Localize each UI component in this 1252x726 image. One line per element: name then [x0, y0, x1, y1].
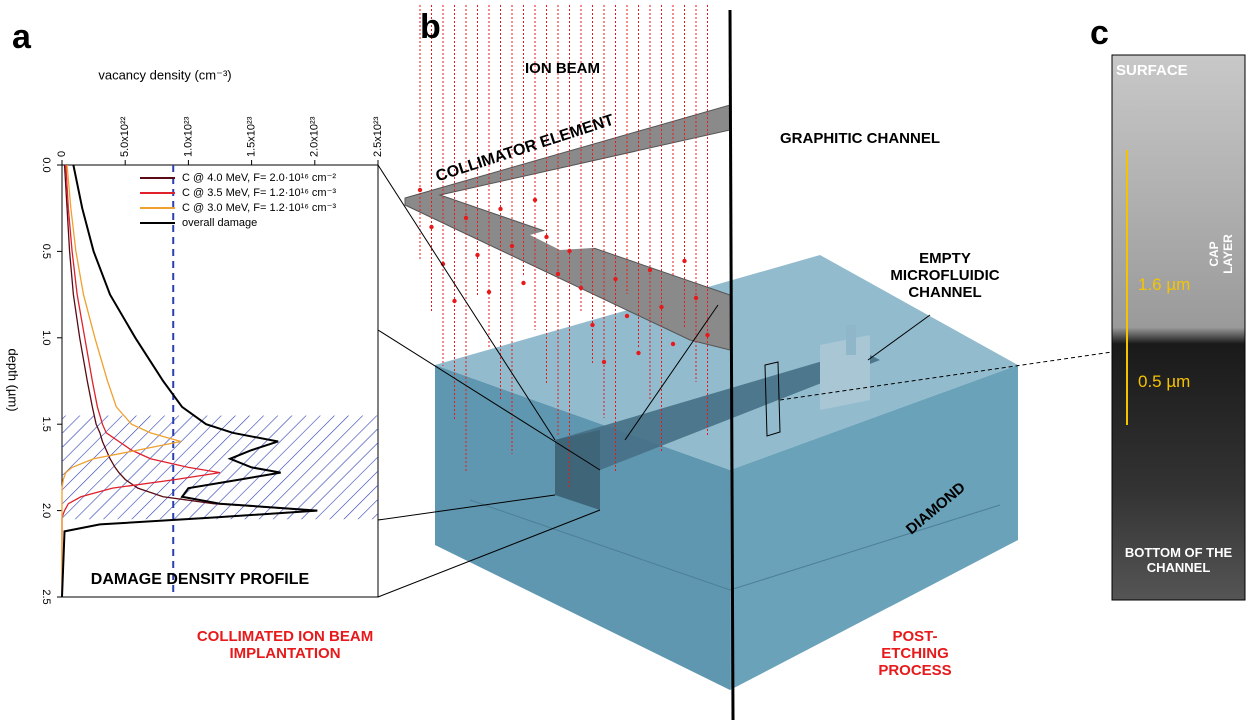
sem-image: [1112, 55, 1245, 600]
y-tick-label: 1.0: [40, 330, 52, 345]
beam-dot: [464, 216, 468, 220]
label: EMPTY MICROFLUIDIC CHANNEL: [865, 250, 1025, 301]
label: COLLIMATED ION BEAM IMPLANTATION: [190, 628, 380, 662]
x-tick-label: 5.0x10²²: [119, 116, 131, 157]
x-tick-label: 1.5x10²³: [246, 116, 258, 157]
beam-dot: [648, 268, 652, 272]
plot-area: [62, 165, 378, 597]
label: GRAPHITIC CHANNEL: [780, 130, 940, 147]
beam-dot: [533, 198, 537, 202]
label: 1.6 µm: [1138, 275, 1190, 295]
legend-label: overall damage: [182, 217, 257, 229]
beam-dot: [613, 277, 617, 281]
y-tick-label: 0.5: [40, 244, 52, 259]
x-tick-label: 1.0x10²³: [182, 116, 194, 157]
beam-dot: [671, 342, 675, 346]
beam-dot: [452, 299, 456, 303]
beam-dot: [556, 272, 560, 276]
beam-dot: [659, 305, 663, 309]
beam-dot: [498, 207, 502, 211]
y-title: depth (µm): [6, 348, 21, 411]
beam-dot: [590, 323, 594, 327]
legend-label: C @ 3.0 MeV, F= 1.2·10¹⁶ cm⁻³: [182, 202, 336, 214]
beam-dot: [429, 225, 433, 229]
x-title: vacancy density (cm⁻³): [98, 67, 231, 82]
figure: 0 5.0x10²² 1.0x10²³ 1.5x10²³ 2.0x10²³ 2.5x10²…: [0, 0, 1252, 726]
beam-dot: [602, 360, 606, 364]
y-tick-label: 2.0: [40, 503, 52, 518]
label: BOTTOM OF THE CHANNEL: [1112, 545, 1245, 575]
y-tick-label: 0.0: [40, 157, 52, 172]
beam-dot: [544, 235, 548, 239]
annotation: DAMAGE DENSITY PROFILE: [91, 571, 310, 588]
label: POST-ETCHING PROCESS: [860, 628, 970, 679]
beam-dot: [510, 244, 514, 248]
beam-dot: [487, 290, 491, 294]
panel-letter: b: [420, 8, 441, 47]
y-tick-label: 1.5: [40, 417, 52, 432]
beam-dot: [705, 333, 709, 337]
beam-dot: [636, 351, 640, 355]
beam-dot: [694, 296, 698, 300]
beam-dot: [579, 286, 583, 290]
beam-dot: [567, 249, 571, 253]
beam-dot: [521, 281, 525, 285]
panel-letter: a: [12, 18, 31, 57]
label: 0.5 µm: [1138, 372, 1190, 392]
label: SURFACE: [1116, 62, 1188, 79]
page: 0 5.0x10²² 1.0x10²³ 1.5x10²³ 2.0x10²³ 2.5x10²…: [0, 0, 1252, 726]
x-tick-label: 2.0x10²³: [309, 116, 321, 157]
y-tick-label: 2.5: [40, 589, 52, 604]
channel-well: [820, 335, 870, 410]
beam-dot: [625, 314, 629, 318]
legend-label: C @ 3.5 MeV, F= 1.2·10¹⁶ cm⁻³: [182, 187, 336, 199]
x-tick-label: 0: [56, 151, 68, 157]
label: ION BEAM: [525, 60, 600, 77]
beam-dot: [475, 253, 479, 257]
inlet: [846, 325, 856, 355]
x-tick-label: 2.5x10²³: [372, 116, 384, 157]
label: CAP LAYER: [1207, 223, 1235, 285]
beam-dot: [682, 259, 686, 263]
beam-dot: [418, 188, 422, 192]
panel-letter: c: [1090, 14, 1109, 53]
legend-label: C @ 4.0 MeV, F= 2.0·10¹⁶ cm⁻²: [182, 172, 336, 184]
